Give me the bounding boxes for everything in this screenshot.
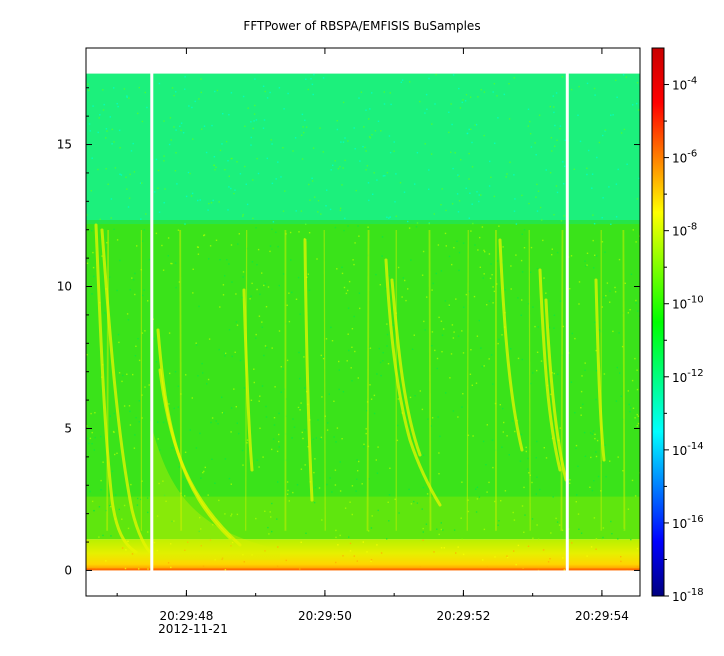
colorbar-tick-label: 10-10 [672,295,704,312]
spectrogram-image [86,49,640,596]
y-axis: 0 5 10 15 [57,87,640,577]
colorbar-tick-label: 10-4 [672,76,697,93]
colorbar-tick-label: 10-14 [672,441,704,458]
whistler-traces [94,223,606,560]
x-tick-label: 20:29:52 [436,609,490,623]
colorbar-tick-label: 10-6 [672,149,697,166]
no-data-top [86,49,640,74]
no-data-bottom [86,570,640,596]
colorbar-tick-label: 10-16 [672,514,704,531]
colorbar-frame [651,47,665,597]
x-axis: 20:29:48 20:29:50 20:29:52 20:29:54 [116,48,629,623]
y-tick-label: 10 [57,280,72,294]
colorbar: 10-4 10-6 10-8 10-10 10-12 10-14 10-16 10-18 [651,47,704,604]
x-tick-label: 20:29:54 [575,609,629,623]
x-axis-date-label: 2012-11-21 [158,622,228,636]
band-low [86,539,640,571]
noise-speckle [86,73,640,572]
band-upper [86,73,640,225]
colorbar-ticks: 10-4 10-6 10-8 10-10 10-12 10-14 10-16 10-18 [664,76,704,604]
band-baseline [86,568,640,571]
data-gap [150,49,154,595]
y-tick-label: 15 [57,138,72,152]
plot-frame [85,47,641,597]
y-tick-label: 0 [64,563,72,577]
colorbar-tick-label: 10-18 [672,587,704,604]
x-tick-label: 20:29:50 [298,609,352,623]
y-tick-label: 5 [64,421,72,435]
colorbar-gradient [652,48,664,596]
data-gap [565,49,569,595]
colorbar-tick-label: 10-8 [672,222,697,239]
band-transition [86,496,640,540]
plot-area [85,47,641,597]
x-tick-label: 20:29:48 [159,609,213,623]
chart-title: FFTPower of RBSPA/EMFISIS BuSamples [243,19,480,33]
vertical-streaks [106,230,626,531]
colorbar-tick-label: 10-12 [672,368,704,385]
